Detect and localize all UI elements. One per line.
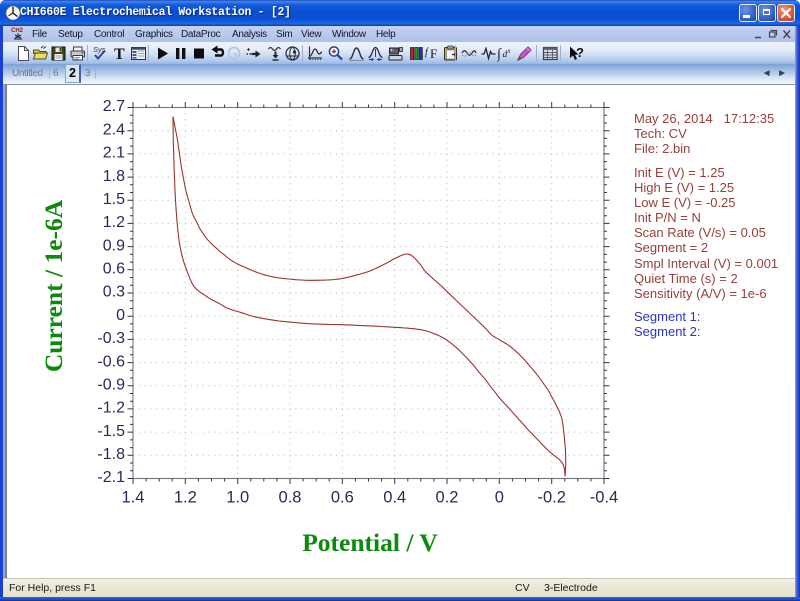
svg-text:-0.2: -0.2 bbox=[537, 489, 565, 507]
svg-text:1.0: 1.0 bbox=[226, 489, 249, 507]
svg-text:1.2: 1.2 bbox=[103, 214, 125, 231]
svg-text:x: x bbox=[507, 47, 512, 55]
svg-text:2.1: 2.1 bbox=[103, 145, 125, 162]
svg-text:0.2: 0.2 bbox=[436, 489, 459, 507]
svg-text:d: d bbox=[503, 50, 508, 60]
svg-text:0: 0 bbox=[116, 307, 125, 324]
svg-text:0.6: 0.6 bbox=[103, 261, 125, 278]
svg-text:1.5: 1.5 bbox=[103, 191, 125, 208]
svg-text:0.8: 0.8 bbox=[279, 489, 302, 507]
svg-text:?: ? bbox=[576, 45, 584, 60]
svg-text:1.4: 1.4 bbox=[122, 489, 145, 507]
svg-text:-0.9: -0.9 bbox=[97, 377, 125, 394]
svg-text:0.4: 0.4 bbox=[383, 489, 406, 507]
svg-text:-2.1: -2.1 bbox=[97, 469, 125, 486]
svg-text:0: 0 bbox=[495, 489, 504, 507]
svg-text:2.7: 2.7 bbox=[103, 98, 125, 115]
svg-text:0.9: 0.9 bbox=[103, 237, 125, 254]
svg-text:T: T bbox=[114, 46, 125, 62]
svg-text:0.3: 0.3 bbox=[103, 284, 125, 301]
svg-text:Sys: Sys bbox=[93, 45, 106, 54]
svg-text:-0.6: -0.6 bbox=[97, 353, 125, 370]
svg-text:-1.2: -1.2 bbox=[97, 400, 125, 417]
svg-text:Current / 1e-6A: Current / 1e-6A bbox=[39, 199, 68, 372]
svg-text:Potential / V: Potential / V bbox=[302, 528, 438, 557]
svg-text:F: F bbox=[430, 46, 437, 61]
svg-text:1.8: 1.8 bbox=[103, 168, 125, 185]
svg-text:-0.3: -0.3 bbox=[97, 330, 125, 347]
svg-text:f: f bbox=[425, 47, 429, 58]
svg-text:2.4: 2.4 bbox=[103, 121, 125, 138]
svg-text:1.2: 1.2 bbox=[174, 489, 197, 507]
svg-text:∫: ∫ bbox=[497, 47, 502, 62]
svg-text:-1.8: -1.8 bbox=[97, 446, 125, 463]
svg-text:0.6: 0.6 bbox=[331, 489, 354, 507]
svg-text:-0.4: -0.4 bbox=[590, 489, 618, 507]
svg-text:CH2: CH2 bbox=[11, 28, 24, 34]
svg-text:-1.5: -1.5 bbox=[97, 423, 125, 440]
